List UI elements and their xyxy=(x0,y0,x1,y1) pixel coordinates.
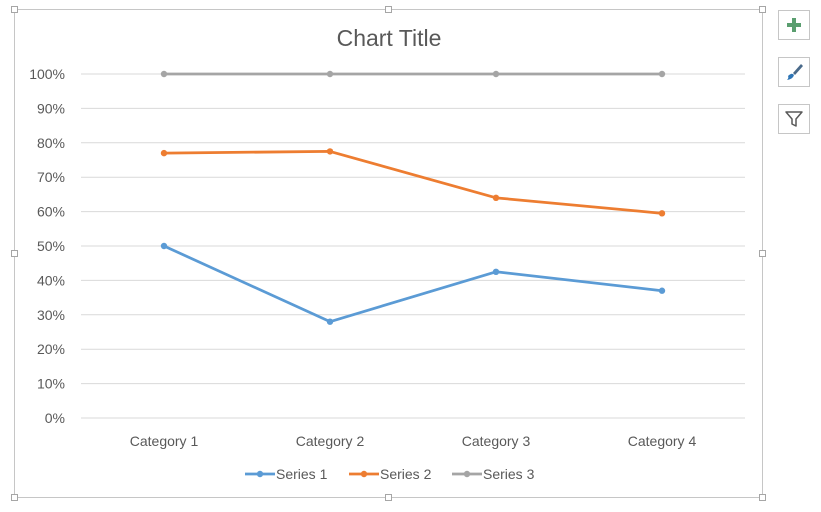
data-point[interactable] xyxy=(658,210,666,217)
y-tick-label: 60% xyxy=(37,204,65,220)
plot-area[interactable] xyxy=(160,70,666,325)
series-line[interactable] xyxy=(162,244,664,324)
funnel-icon xyxy=(785,111,803,127)
legend-label[interactable]: Series 2 xyxy=(380,466,432,482)
legend-marker xyxy=(256,470,264,478)
resize-handle-top[interactable] xyxy=(385,6,392,13)
paintbrush-icon xyxy=(787,64,803,80)
resize-handle-left[interactable] xyxy=(11,250,18,257)
series-line[interactable] xyxy=(162,150,664,215)
data-point[interactable] xyxy=(658,287,666,294)
y-axis-labels: 0% 10% 20% 30% 40% 50% 60% 70% 80% 90% 100% xyxy=(29,66,65,426)
legend-label[interactable]: Series 3 xyxy=(483,466,535,482)
y-tick-label: 70% xyxy=(37,169,65,185)
y-tick-label: 30% xyxy=(37,307,65,323)
data-point[interactable] xyxy=(326,148,334,155)
y-tick-label: 80% xyxy=(37,135,65,151)
resize-handle-top-right[interactable] xyxy=(759,6,766,13)
data-point[interactable] xyxy=(326,318,334,325)
data-point[interactable] xyxy=(160,70,168,78)
legend-marker xyxy=(463,470,471,478)
x-axis-labels: Category 1 Category 2 Category 3 Category 4 xyxy=(130,433,697,449)
chart-filters-button[interactable] xyxy=(778,104,810,134)
data-point[interactable] xyxy=(492,268,500,275)
x-tick-label: Category 2 xyxy=(296,433,365,449)
resize-handle-right[interactable] xyxy=(759,250,766,257)
data-point[interactable] xyxy=(492,70,500,78)
y-tick-label: 50% xyxy=(37,238,65,254)
x-tick-label: Category 1 xyxy=(130,433,199,449)
chart-styles-button[interactable] xyxy=(778,57,810,87)
resize-handle-bottom-right[interactable] xyxy=(759,494,766,501)
y-tick-label: 0% xyxy=(45,410,65,426)
x-tick-label: Category 4 xyxy=(628,433,697,449)
chart-area[interactable] xyxy=(14,9,763,498)
resize-handle-top-left[interactable] xyxy=(11,6,18,13)
y-tick-label: 40% xyxy=(37,272,65,288)
legend[interactable]: Series 1 Series 2 Series 3 xyxy=(245,466,535,482)
data-point[interactable] xyxy=(160,149,168,157)
x-tick-label: Category 3 xyxy=(462,433,531,449)
y-tick-label: 100% xyxy=(29,66,65,82)
resize-handle-bottom[interactable] xyxy=(385,494,392,501)
chart-title[interactable]: Chart Title xyxy=(337,25,442,51)
y-tick-label: 10% xyxy=(37,376,65,392)
legend-label[interactable]: Series 1 xyxy=(276,466,328,482)
gridlines xyxy=(81,73,745,419)
legend-marker xyxy=(360,470,368,478)
data-point[interactable] xyxy=(326,70,334,78)
y-tick-label: 90% xyxy=(37,100,65,116)
data-point[interactable] xyxy=(160,242,168,250)
plus-icon xyxy=(787,18,801,32)
data-point[interactable] xyxy=(658,70,666,78)
y-tick-label: 20% xyxy=(37,341,65,357)
chart-elements-button[interactable] xyxy=(778,10,810,40)
data-point[interactable] xyxy=(492,194,500,202)
resize-handle-bottom-left[interactable] xyxy=(11,494,18,501)
